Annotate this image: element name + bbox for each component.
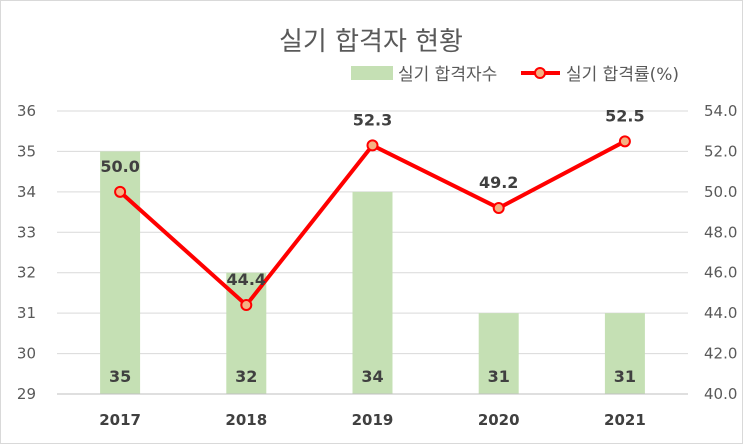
bar-data-label: 31 [488, 367, 510, 386]
line-point [492, 202, 505, 215]
y-right-tick-label: 46.0 [704, 264, 737, 282]
y-left-tick-label: 36 [17, 102, 36, 120]
y-left-tick-label: 33 [17, 223, 36, 241]
legend-bar-label: 실기 합격자수 [398, 65, 497, 85]
line-data-label: 52.3 [353, 110, 392, 129]
legend-line-marker [534, 67, 546, 79]
x-tick-label: 2021 [604, 411, 646, 429]
line-data-label: 52.5 [605, 106, 644, 125]
legend: 실기 합격자수 실기 합격률(%) [351, 65, 679, 85]
x-tick-label: 2019 [352, 411, 394, 429]
line-data-label: 49.2 [479, 173, 518, 192]
y-left-tick-label: 32 [17, 264, 36, 282]
bar [604, 313, 645, 394]
y-right-tick-label: 42.0 [704, 345, 737, 363]
y-right-tick-label: 50.0 [704, 183, 737, 201]
bar-data-label: 32 [235, 367, 257, 386]
x-tick-label: 2020 [478, 411, 520, 429]
legend-line-label: 실기 합격률(%) [566, 65, 679, 85]
line-data-label: 44.4 [227, 270, 266, 289]
bar-data-label: 34 [361, 367, 383, 386]
bar-data-label: 35 [109, 367, 131, 386]
y-right-tick-label: 40.0 [704, 385, 737, 403]
y-right-tick-label: 54.0 [704, 102, 737, 120]
legend-bar-swatch [351, 66, 393, 80]
bar-data-label: 31 [614, 367, 636, 386]
bar [478, 313, 519, 394]
line-point [114, 185, 127, 198]
x-tick-label: 2017 [99, 411, 141, 429]
y-right-tick-label: 44.0 [704, 304, 737, 322]
chart-title: 실기 합격자 현황 [279, 27, 463, 57]
bar [352, 191, 393, 394]
line-data-label: 50.0 [100, 157, 139, 176]
y-left-tick-label: 30 [17, 345, 36, 363]
y-left-tick-label: 34 [17, 183, 36, 201]
y-left-tick-label: 29 [17, 385, 36, 403]
y-right-tick-label: 48.0 [704, 223, 737, 241]
line-point [240, 299, 253, 312]
x-tick-label: 2018 [225, 411, 267, 429]
y-left-tick-label: 31 [17, 304, 36, 322]
line-point [618, 135, 631, 148]
y-left-tick-label: 35 [17, 142, 36, 160]
y-right-tick-label: 52.0 [704, 142, 737, 160]
line-point [366, 139, 379, 152]
